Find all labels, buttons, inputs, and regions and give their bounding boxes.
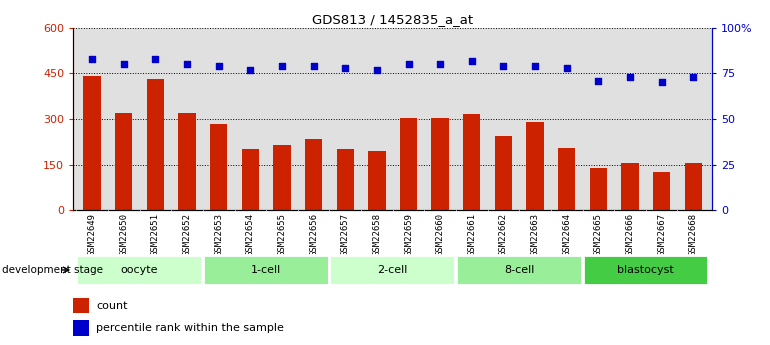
Text: GSM22659: GSM22659 <box>404 213 413 256</box>
Point <box>118 61 130 67</box>
Bar <box>527 122 544 210</box>
Point <box>624 74 636 80</box>
Point <box>149 56 162 61</box>
Bar <box>558 148 575 210</box>
Point <box>561 65 573 71</box>
Bar <box>400 118 417 210</box>
Bar <box>653 172 671 210</box>
Bar <box>431 118 449 210</box>
Bar <box>147 79 164 210</box>
Point <box>276 63 288 69</box>
Text: oocyte: oocyte <box>121 265 158 275</box>
Text: 1-cell: 1-cell <box>251 265 281 275</box>
Point <box>466 58 478 63</box>
Text: count: count <box>96 301 128 311</box>
Point <box>244 67 256 72</box>
Point <box>370 67 383 72</box>
Text: blastocyst: blastocyst <box>617 265 674 275</box>
Text: 8-cell: 8-cell <box>504 265 534 275</box>
Point <box>529 63 541 69</box>
Bar <box>305 139 323 210</box>
Bar <box>210 124 227 210</box>
Bar <box>242 149 259 210</box>
Point <box>497 63 510 69</box>
Bar <box>179 113 196 210</box>
Text: 2-cell: 2-cell <box>377 265 407 275</box>
Point <box>687 74 699 80</box>
Text: GSM22660: GSM22660 <box>436 213 444 256</box>
Bar <box>330 255 455 285</box>
Text: GSM22665: GSM22665 <box>594 213 603 256</box>
Point <box>434 61 447 67</box>
Bar <box>203 255 329 285</box>
Bar <box>73 320 89 336</box>
Bar <box>115 113 132 210</box>
Text: GSM22664: GSM22664 <box>562 213 571 256</box>
Text: GSM22653: GSM22653 <box>214 213 223 256</box>
Point <box>307 63 320 69</box>
Text: GSM22652: GSM22652 <box>182 213 192 256</box>
Bar <box>621 163 638 210</box>
Text: development stage: development stage <box>2 265 102 275</box>
Point <box>403 61 415 67</box>
Text: GSM22651: GSM22651 <box>151 213 160 256</box>
Bar <box>463 115 480 210</box>
Text: percentile rank within the sample: percentile rank within the sample <box>96 323 284 333</box>
Bar <box>590 168 607 210</box>
Title: GDS813 / 1452835_a_at: GDS813 / 1452835_a_at <box>312 13 474 27</box>
Bar <box>583 255 708 285</box>
Bar <box>336 149 354 210</box>
Bar <box>73 298 89 313</box>
Text: GSM22658: GSM22658 <box>373 213 381 256</box>
Text: GSM22657: GSM22657 <box>341 213 350 256</box>
Text: GSM22667: GSM22667 <box>657 213 666 256</box>
Bar <box>76 255 203 285</box>
Text: GSM22661: GSM22661 <box>467 213 477 256</box>
Bar <box>495 136 512 210</box>
Text: GSM22663: GSM22663 <box>531 213 540 256</box>
Point <box>86 56 99 61</box>
Point <box>339 65 351 71</box>
Point <box>213 63 225 69</box>
Bar <box>685 163 702 210</box>
Text: GSM22655: GSM22655 <box>277 213 286 256</box>
Point <box>655 80 668 85</box>
Text: GSM22668: GSM22668 <box>689 213 698 256</box>
Bar <box>273 145 290 210</box>
Text: GSM22662: GSM22662 <box>499 213 508 256</box>
Text: GSM22656: GSM22656 <box>309 213 318 256</box>
Bar <box>456 255 582 285</box>
Text: GSM22649: GSM22649 <box>88 213 96 256</box>
Point <box>181 61 193 67</box>
Text: GSM22666: GSM22666 <box>625 213 634 256</box>
Text: GSM22654: GSM22654 <box>246 213 255 256</box>
Bar <box>368 151 386 210</box>
Text: GSM22650: GSM22650 <box>119 213 129 256</box>
Point <box>592 78 604 83</box>
Bar <box>83 76 101 210</box>
